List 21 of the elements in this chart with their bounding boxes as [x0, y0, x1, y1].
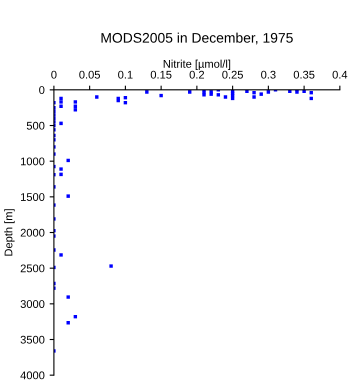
y-tick-label: 4000 [20, 371, 44, 380]
x-tick-label: 0.25 [222, 70, 243, 79]
y-axis-title: Depth [m] [4, 209, 15, 256]
x-tick-label: 0.1 [118, 70, 133, 79]
x-tick-label: 0.15 [150, 70, 172, 79]
y-tick-label: 3000 [20, 300, 44, 308]
x-tick-label: 0.05 [79, 70, 100, 79]
x-tick-label: 0.2 [190, 70, 204, 79]
y-tick-label: 2500 [20, 264, 44, 272]
y-tick-label: 500 [26, 122, 44, 130]
x-tick-label: 0.35 [294, 70, 314, 79]
y-tick-label: 3500 [20, 336, 44, 344]
x-tick-label: 0 [51, 70, 57, 79]
x-axis-title: Nitrite [µmol/l] [164, 60, 230, 70]
x-tick-label: 0.4 [332, 70, 348, 79]
chart-title: MODS2005 in December, 1975 [102, 32, 293, 44]
y-tick-label: 2000 [20, 228, 44, 237]
y-tick-label: 0 [39, 86, 44, 94]
y-tick-label: 1500 [21, 193, 44, 201]
y-tick-label: 1000 [21, 157, 44, 166]
x-tick-label: 0.3 [261, 70, 276, 79]
